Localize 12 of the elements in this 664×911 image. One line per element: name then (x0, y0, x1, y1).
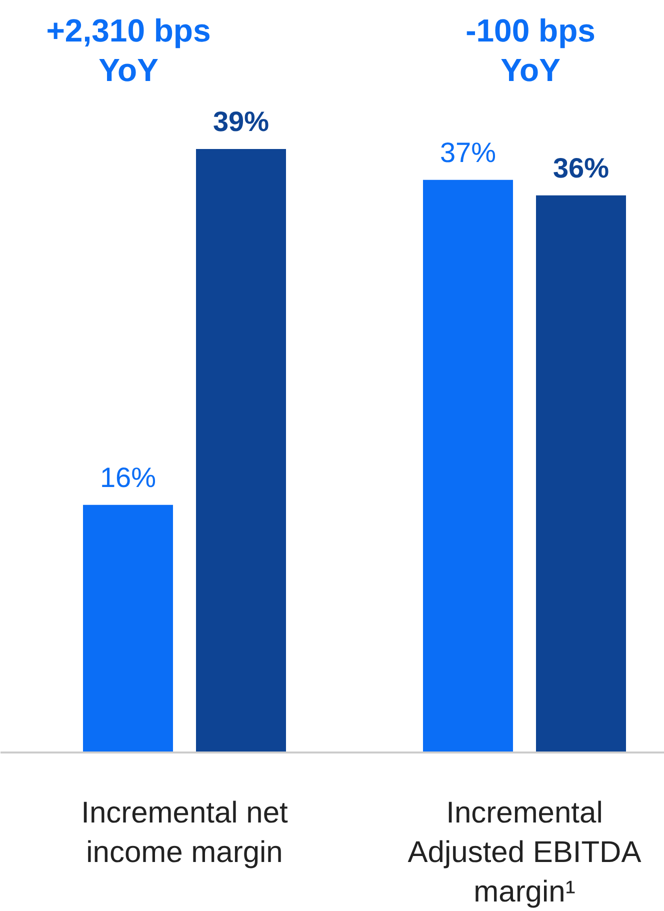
text: -100 bps YoY (466, 12, 596, 88)
data-label: 39% (212, 106, 270, 137)
x-tick-label: Incremental Adjusted EBITDA margin¹ (408, 796, 642, 909)
data-label: 16% (100, 462, 156, 493)
text: +2,310 bps YoY (46, 12, 211, 88)
bar (196, 148, 286, 752)
data-label: 37% (440, 136, 496, 168)
bar (423, 180, 513, 752)
x-tick-label: Incremental net income margin (81, 796, 289, 870)
bar (536, 195, 626, 752)
bar (83, 504, 173, 752)
data-label: 36% (552, 152, 610, 184)
